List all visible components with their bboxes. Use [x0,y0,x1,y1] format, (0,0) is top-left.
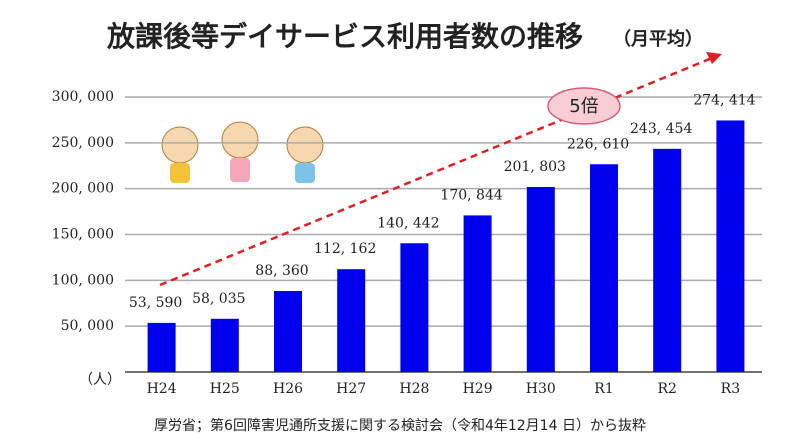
bar [274,291,302,372]
annotation-bubble [547,87,621,125]
chart-subtitle: （月平均） [613,28,703,50]
y-tick-label: 200, 000 [52,181,114,197]
bar [653,148,682,372]
value-label: 274, 414 [693,92,755,108]
y-tick-label: 300, 000 [52,89,114,105]
bar [526,187,555,372]
bar [463,215,492,372]
bar [590,164,618,372]
x-tick-label: H24 [147,381,177,397]
y-tick-label: 250, 000 [52,135,114,151]
y-tick-label: 100, 000 [52,272,114,288]
value-label: 58, 035 [192,291,245,307]
x-tick-label: H30 [526,381,556,397]
source-note: 厚労省；第6回障害児通所支援に関する検討会（令和4年12月14 日）から抜粋 [154,417,646,434]
x-tick-label: H27 [336,381,366,397]
value-label: 201, 803 [504,159,566,175]
bar [716,120,745,373]
chart-title: 放課後等デイサービス利用者数の推移 [106,20,583,53]
x-tick-label: R2 [657,381,676,397]
arrow-head [706,52,722,64]
x-tick-label: R1 [594,381,613,397]
x-tick-label: H29 [463,381,493,397]
bar [147,322,176,372]
bar [210,318,239,372]
value-label: 226, 610 [567,136,629,152]
y-tick-label: 50, 000 [61,318,114,334]
x-tick-label: R3 [721,381,740,397]
x-tick-label: H26 [273,381,303,397]
annotation: 5倍 [569,96,598,117]
value-label: 170, 844 [440,187,502,203]
x-tick-label: H28 [399,381,429,397]
trend-arrow [159,56,713,287]
value-label: 53, 590 [129,295,182,311]
value-label: 88, 360 [255,263,308,279]
y-unit-label: （人） [79,372,121,388]
children-illustration [161,121,324,183]
value-label: 243, 454 [630,121,692,137]
bar [400,243,429,372]
y-tick-label: 150, 000 [52,227,114,243]
value-label: 112, 162 [314,241,376,257]
value-label: 140, 442 [377,215,439,231]
x-tick-label: H25 [210,381,240,397]
bar [337,269,366,372]
